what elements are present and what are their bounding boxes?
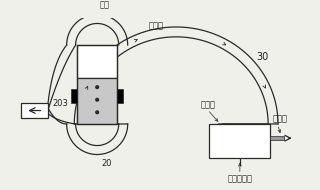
Text: 最高点: 最高点	[149, 21, 164, 30]
Circle shape	[96, 86, 99, 89]
Bar	[270, 136, 284, 140]
Text: 203: 203	[52, 99, 68, 108]
Text: 测试口: 测试口	[200, 101, 215, 110]
Circle shape	[96, 98, 99, 101]
Bar	[209, 124, 270, 158]
Bar	[77, 45, 117, 78]
Circle shape	[96, 111, 99, 114]
Text: 30: 30	[256, 51, 269, 62]
Text: 20: 20	[102, 159, 112, 168]
Text: 气管: 气管	[99, 0, 109, 9]
Bar	[117, 89, 123, 103]
Text: 被测试产品: 被测试产品	[228, 174, 252, 183]
Text: 漏气孔: 漏气孔	[272, 114, 287, 123]
Bar	[77, 78, 117, 124]
Bar	[77, 45, 117, 124]
Bar	[71, 89, 77, 103]
Bar	[21, 103, 48, 118]
